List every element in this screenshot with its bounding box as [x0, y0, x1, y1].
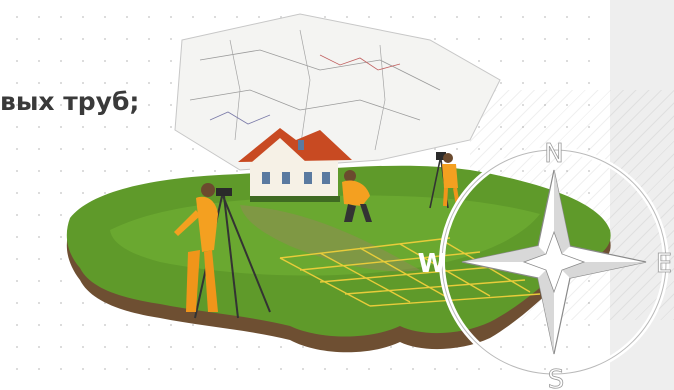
surveyor-figure	[342, 170, 372, 222]
compass-west-label: W	[418, 249, 447, 279]
compass-east-label: E	[656, 249, 672, 279]
compass-rose-icon: N S W E	[418, 139, 673, 390]
survey-grid	[279, 237, 541, 307]
house-icon	[238, 128, 352, 202]
surveyor-figure	[174, 183, 271, 319]
heading-fragment: вых труб;	[0, 87, 140, 116]
compass-south-label: S	[548, 365, 565, 390]
land-island	[66, 165, 611, 353]
survey-map-sheet	[174, 13, 501, 171]
compass-north-label: N	[544, 139, 563, 169]
surveyor-figure	[429, 152, 460, 209]
